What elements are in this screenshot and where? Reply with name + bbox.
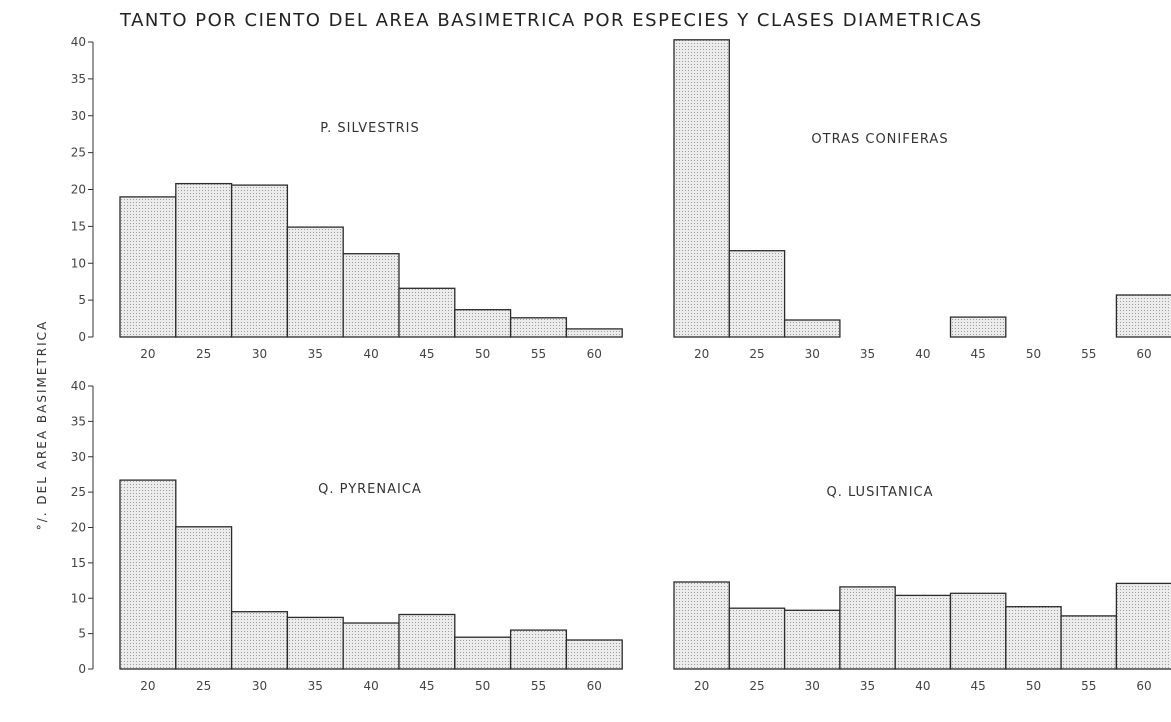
x-tick-label-30: 30 (252, 679, 267, 693)
x-tick-label-25: 25 (749, 347, 764, 361)
x-tick-label-60: 60 (1136, 679, 1151, 693)
bar-30 (230, 611, 289, 670)
x-tick-label-25: 25 (196, 679, 211, 693)
bar-45 (398, 613, 456, 670)
bar-30 (230, 184, 289, 338)
bar-45 (949, 592, 1007, 670)
y-tick-label-35: 35 (71, 72, 86, 86)
bar-35 (839, 586, 896, 670)
x-tick-label-20: 20 (140, 347, 155, 361)
bar-40 (342, 622, 400, 670)
x-tick-label-35: 35 (860, 679, 875, 693)
x-tick-label-30: 30 (805, 347, 820, 361)
x-tick-label-45: 45 (419, 679, 434, 693)
bar-50 (454, 309, 512, 338)
y-tick-label-30: 30 (71, 109, 86, 123)
y-tick-label-10: 10 (71, 591, 86, 605)
y-tick-label-25: 25 (71, 146, 86, 160)
y-tick-label-40: 40 (71, 35, 86, 49)
x-tick-label-55: 55 (1081, 679, 1096, 693)
bar-45 (949, 316, 1007, 338)
y-tick-label-20: 20 (71, 521, 86, 535)
panel-4: 20 25 30 35 40 45 50 55 60 Q. LUSITANICA (673, 485, 1171, 693)
x-tick-label-25: 25 (749, 679, 764, 693)
x-tick-label-45: 45 (419, 347, 434, 361)
figure-title: TANTO POR CIENTO DEL AREA BASIMETRICA PO… (119, 10, 983, 31)
panel-title: Q. LUSITANICA (826, 485, 933, 500)
x-tick-label-30: 30 (805, 679, 820, 693)
bar-30 (783, 319, 841, 338)
bar-30 (783, 609, 841, 670)
bar-60 (1115, 582, 1171, 670)
bar-45 (398, 287, 456, 338)
x-tick-label-60: 60 (1136, 347, 1151, 361)
x-tick-label-35: 35 (308, 347, 323, 361)
x-tick-label-20: 20 (694, 347, 709, 361)
x-tick-label-35: 35 (860, 347, 875, 361)
panel-title: P. SILVESTRIS (320, 121, 419, 136)
panel-title: OTRAS CONIFERAS (811, 132, 948, 147)
bar-55 (1060, 615, 1118, 670)
panel-3: 20 25 30 35 40 45 50 55 60 0 5 10 15 20 25 30 35 40 Q. PYR… (71, 379, 623, 693)
y-tick-label-5: 5 (78, 627, 86, 641)
x-tick-label-50: 50 (1026, 347, 1041, 361)
bar-20 (119, 479, 177, 670)
bar-60 (565, 328, 623, 338)
x-tick-label-50: 50 (475, 679, 490, 693)
bar-60 (1115, 294, 1171, 338)
x-tick-label-50: 50 (475, 347, 490, 361)
bar-20 (673, 39, 730, 338)
x-tick-label-25: 25 (196, 347, 211, 361)
x-tick-label-55: 55 (531, 679, 546, 693)
bar-35 (286, 226, 344, 338)
y-tick-label-40: 40 (71, 379, 86, 393)
y-tick-label-30: 30 (71, 450, 86, 464)
bar-25 (728, 607, 786, 670)
x-tick-label-40: 40 (915, 679, 930, 693)
bar-60 (565, 639, 623, 670)
x-tick-label-55: 55 (531, 347, 546, 361)
bar-25 (175, 182, 233, 338)
x-tick-label-50: 50 (1026, 679, 1041, 693)
x-tick-label-60: 60 (587, 679, 602, 693)
y-tick-label-20: 20 (71, 183, 86, 197)
bar-55 (509, 629, 568, 670)
y-axis-label: °/. DEL AREA BASIMETRICA (35, 320, 49, 530)
y-tick-label-5: 5 (78, 293, 86, 307)
panel-2: 20 25 30 35 40 45 50 55 60 OTRAS CONIFERAS (673, 39, 1171, 361)
x-tick-label-30: 30 (252, 347, 267, 361)
y-tick-label-35: 35 (71, 414, 86, 428)
y-tick-label-25: 25 (71, 485, 86, 499)
y-tick-label-0: 0 (78, 662, 86, 676)
bar-50 (1005, 606, 1062, 670)
y-tick-label-15: 15 (71, 219, 86, 233)
x-tick-label-60: 60 (587, 347, 602, 361)
bar-55 (509, 317, 568, 338)
x-tick-label-20: 20 (694, 679, 709, 693)
x-tick-label-35: 35 (308, 679, 323, 693)
y-tick-label-0: 0 (78, 330, 86, 344)
bar-20 (673, 581, 730, 670)
bar-25 (175, 526, 233, 670)
bar-40 (342, 253, 400, 338)
bar-35 (286, 616, 344, 670)
y-tick-label-15: 15 (71, 556, 86, 570)
x-tick-label-40: 40 (363, 347, 378, 361)
x-tick-label-45: 45 (970, 347, 985, 361)
x-tick-label-40: 40 (363, 679, 378, 693)
bar-20 (119, 196, 177, 338)
x-tick-label-55: 55 (1081, 347, 1096, 361)
panel-title: Q. PYRENAICA (318, 482, 422, 497)
bar-40 (894, 594, 952, 670)
x-tick-label-20: 20 (140, 679, 155, 693)
x-tick-label-40: 40 (915, 347, 930, 361)
bar-50 (454, 636, 512, 670)
y-tick-label-10: 10 (71, 256, 86, 270)
x-tick-label-45: 45 (970, 679, 985, 693)
panel-1: 20 25 30 35 40 45 50 55 60 0 5 10 15 20 25 30 35 40 P. SIL… (71, 35, 623, 361)
bar-25 (728, 250, 786, 338)
